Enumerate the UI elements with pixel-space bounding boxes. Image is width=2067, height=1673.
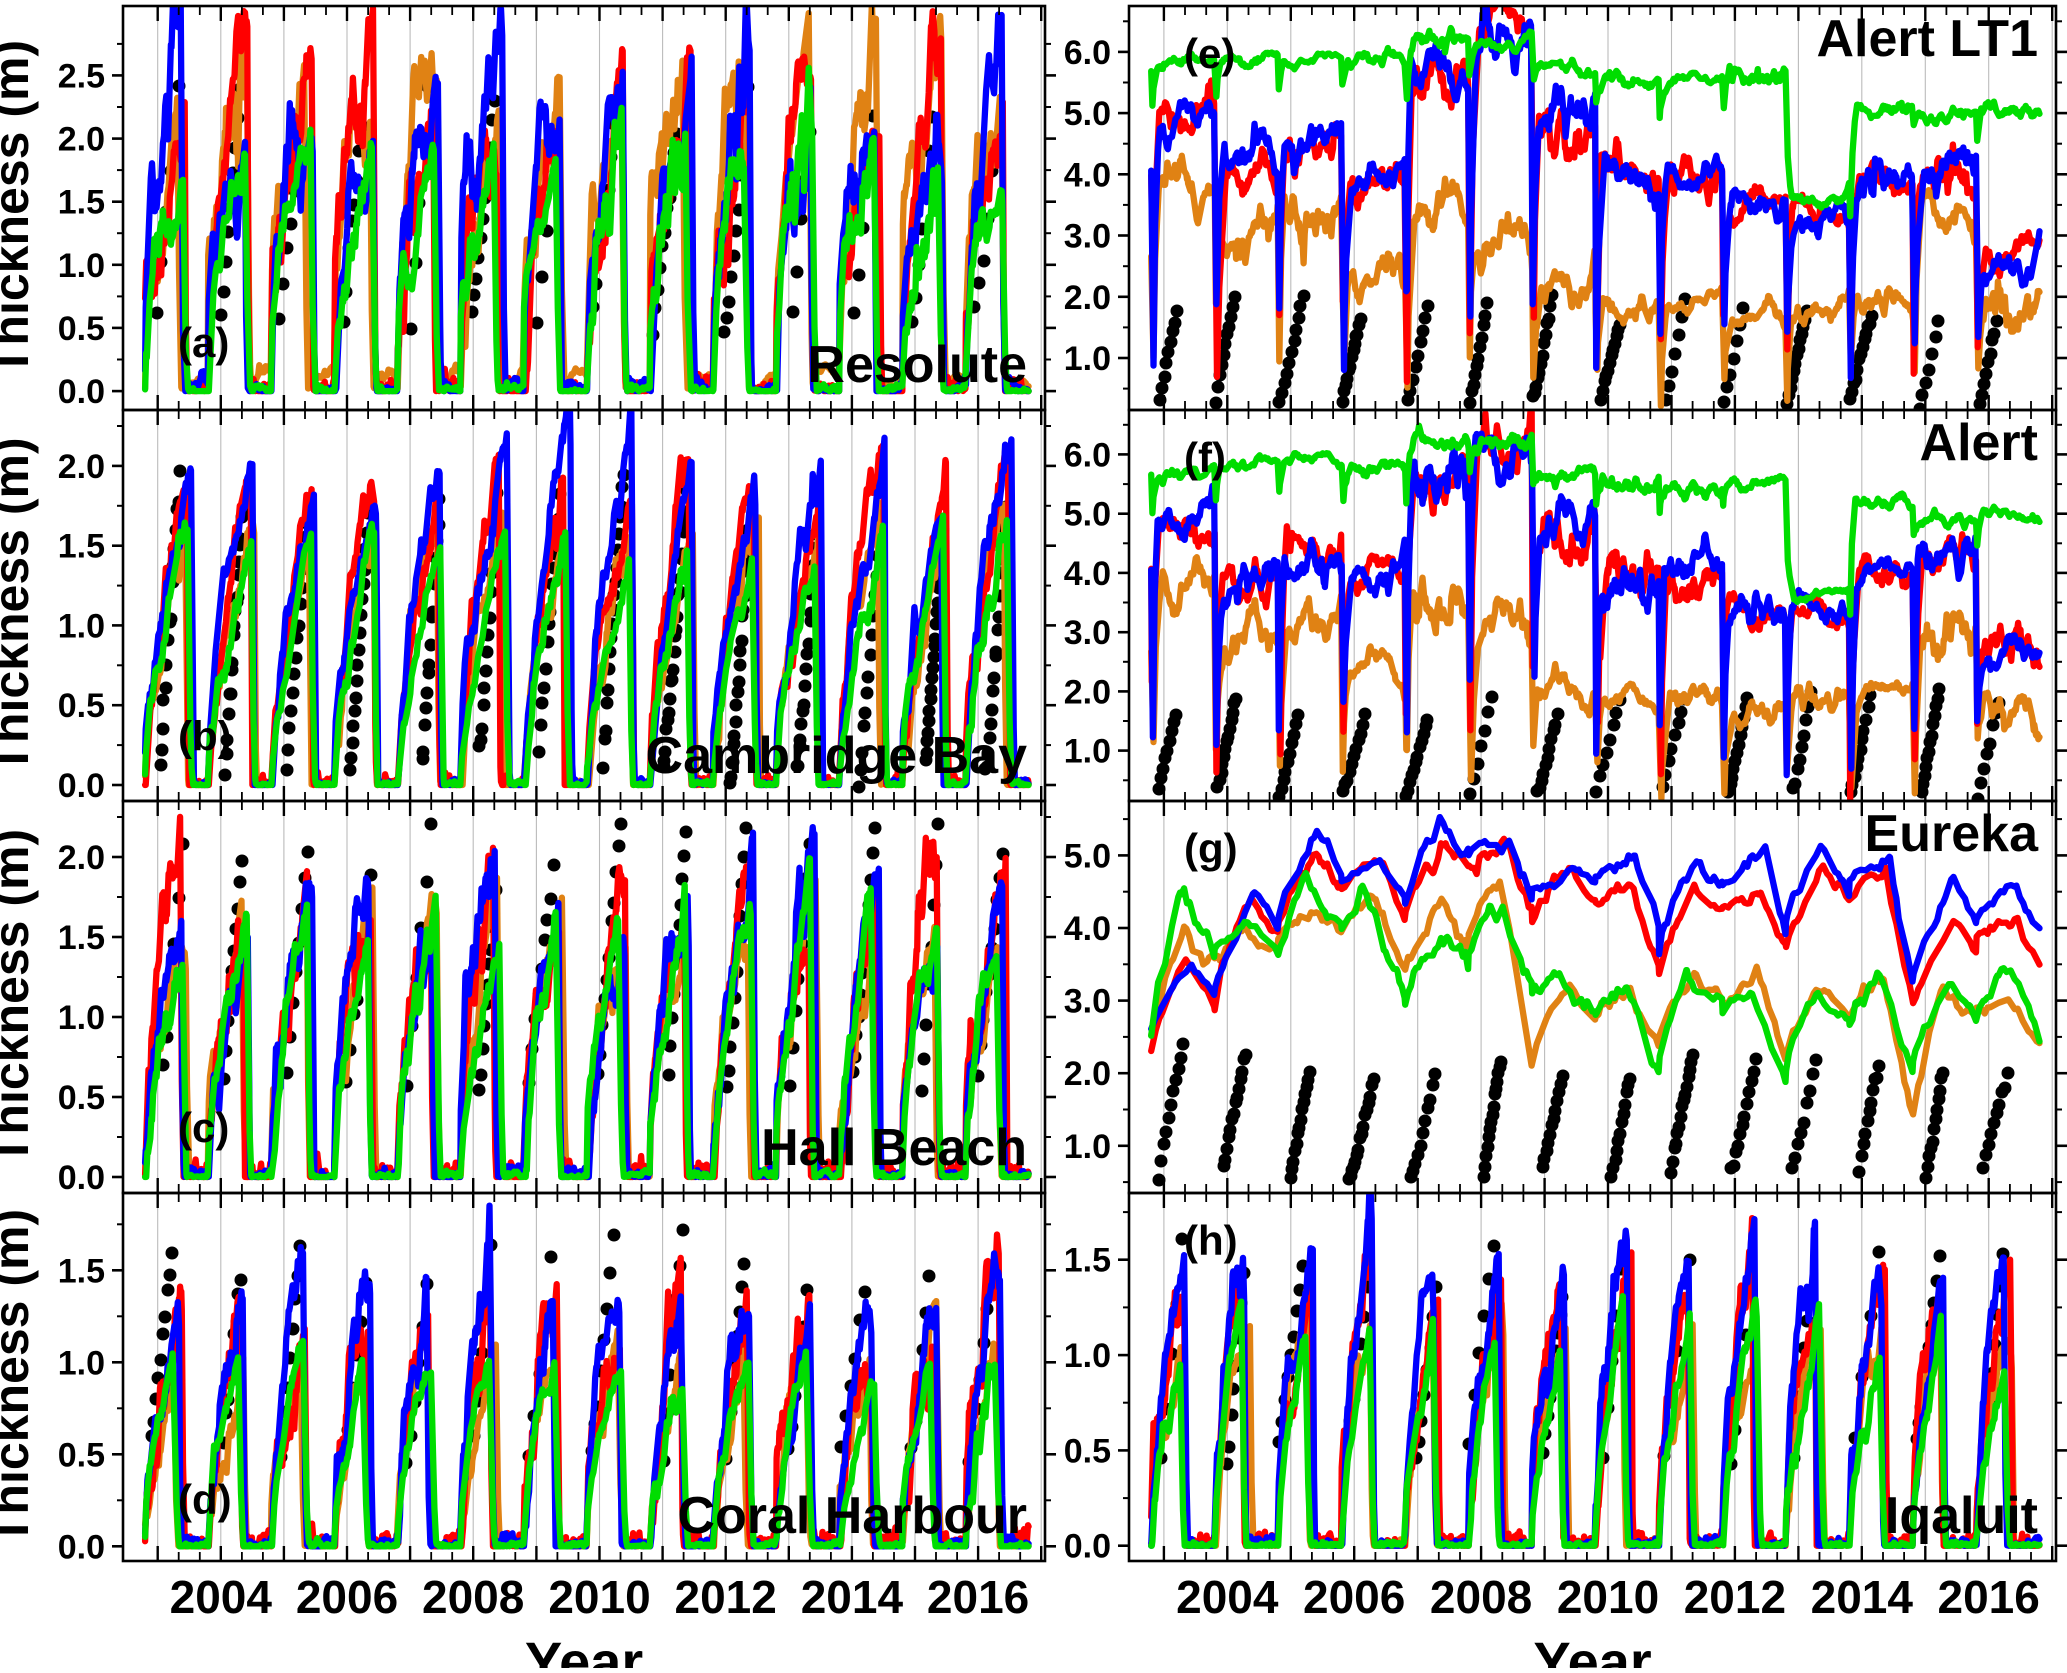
svg-text:5.0: 5.0 (1064, 837, 1111, 875)
svg-text:2006: 2006 (296, 1571, 398, 1623)
svg-text:(c): (c) (178, 1104, 229, 1151)
svg-text:Resolute: Resolute (807, 336, 1027, 394)
svg-text:0.5: 0.5 (58, 1079, 105, 1117)
svg-text:Cambridge Bay: Cambridge Bay (646, 727, 1028, 785)
svg-text:2.0: 2.0 (58, 448, 105, 486)
svg-text:0.5: 0.5 (58, 1436, 105, 1474)
svg-text:2014: 2014 (801, 1571, 904, 1623)
svg-text:0.5: 0.5 (58, 310, 105, 348)
svg-text:1.0: 1.0 (1064, 340, 1111, 378)
svg-text:3.0: 3.0 (1064, 218, 1111, 256)
svg-text:Iqaluit: Iqaluit (1885, 1487, 2038, 1545)
svg-text:6.0: 6.0 (1064, 436, 1111, 474)
svg-text:(e): (e) (1184, 30, 1235, 77)
svg-text:2014: 2014 (1811, 1571, 1914, 1623)
svg-text:1.5: 1.5 (58, 184, 105, 222)
svg-text:2004: 2004 (170, 1571, 273, 1623)
svg-text:(h): (h) (1184, 1217, 1238, 1264)
svg-text:2012: 2012 (675, 1571, 777, 1623)
svg-text:1.5: 1.5 (58, 528, 105, 566)
svg-text:2.0: 2.0 (58, 839, 105, 877)
svg-text:4.0: 4.0 (1064, 910, 1111, 948)
svg-text:6.0: 6.0 (1064, 34, 1111, 72)
svg-text:2016: 2016 (927, 1571, 1029, 1623)
svg-text:1.0: 1.0 (1064, 733, 1111, 771)
svg-text:0.0: 0.0 (58, 767, 105, 805)
svg-text:2008: 2008 (1430, 1571, 1532, 1623)
svg-text:(d): (d) (178, 1476, 232, 1523)
svg-text:(f): (f) (1184, 434, 1226, 481)
svg-text:2.0: 2.0 (1064, 673, 1111, 711)
svg-text:1.0: 1.0 (58, 999, 105, 1037)
svg-text:0.0: 0.0 (1064, 1528, 1111, 1566)
svg-text:Thickness (m): Thickness (m) (0, 40, 39, 376)
svg-text:(g): (g) (1184, 825, 1238, 872)
svg-text:Alert LT1: Alert LT1 (1816, 10, 2038, 68)
svg-text:Year: Year (1533, 1630, 1651, 1668)
svg-text:2016: 2016 (1938, 1571, 2040, 1623)
svg-text:Hall Beach: Hall Beach (761, 1119, 1027, 1177)
svg-text:0.5: 0.5 (1064, 1432, 1111, 1470)
svg-text:2.0: 2.0 (1064, 1055, 1111, 1093)
svg-text:2008: 2008 (422, 1571, 524, 1623)
svg-text:4.0: 4.0 (1064, 555, 1111, 593)
svg-text:0.0: 0.0 (58, 1159, 105, 1197)
svg-text:5.0: 5.0 (1064, 95, 1111, 133)
svg-text:4.0: 4.0 (1064, 156, 1111, 194)
svg-text:(b): (b) (178, 712, 232, 759)
svg-text:2012: 2012 (1684, 1571, 1786, 1623)
svg-text:Thickness (m): Thickness (m) (0, 1209, 39, 1545)
svg-text:1.5: 1.5 (58, 1252, 105, 1290)
svg-text:2.0: 2.0 (1064, 279, 1111, 317)
svg-text:1.0: 1.0 (58, 607, 105, 645)
svg-text:2010: 2010 (548, 1571, 650, 1623)
svg-text:Thickness (m): Thickness (m) (0, 437, 39, 773)
svg-text:Eureka: Eureka (1865, 805, 2040, 863)
svg-text:0.0: 0.0 (58, 1528, 105, 1566)
svg-text:2.0: 2.0 (58, 121, 105, 159)
svg-text:0.0: 0.0 (58, 373, 105, 411)
svg-text:5.0: 5.0 (1064, 496, 1111, 534)
svg-text:2.5: 2.5 (58, 57, 105, 95)
svg-text:3.0: 3.0 (1064, 983, 1111, 1021)
svg-text:1.0: 1.0 (58, 1344, 105, 1382)
svg-text:1.0: 1.0 (1064, 1128, 1111, 1166)
svg-text:Coral Harbour: Coral Harbour (677, 1487, 1027, 1545)
svg-text:0.5: 0.5 (58, 687, 105, 725)
svg-text:2006: 2006 (1303, 1571, 1405, 1623)
svg-text:(a): (a) (178, 319, 229, 366)
svg-text:1.5: 1.5 (1064, 1242, 1111, 1280)
svg-text:1.0: 1.0 (1064, 1337, 1111, 1375)
svg-text:1.0: 1.0 (58, 247, 105, 285)
svg-text:1.5: 1.5 (58, 919, 105, 957)
svg-text:3.0: 3.0 (1064, 614, 1111, 652)
svg-text:Thickness (m): Thickness (m) (0, 829, 39, 1165)
svg-text:2004: 2004 (1176, 1571, 1279, 1623)
svg-text:2010: 2010 (1557, 1571, 1659, 1623)
svg-text:Alert: Alert (1920, 414, 2038, 472)
svg-text:Year: Year (525, 1630, 643, 1668)
